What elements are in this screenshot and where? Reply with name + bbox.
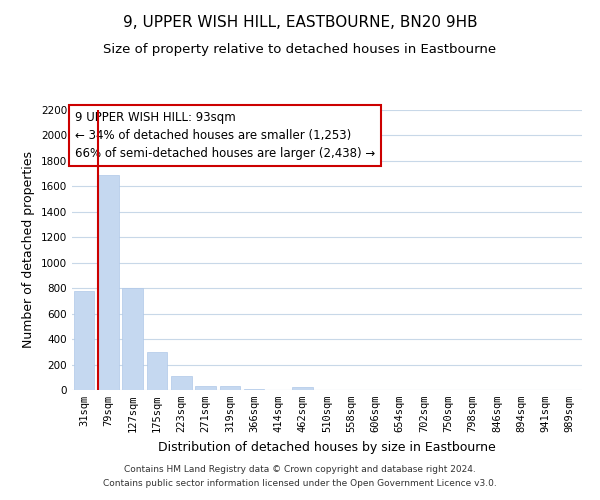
Bar — [292, 387, 313, 390]
Bar — [122, 288, 143, 390]
Text: Contains HM Land Registry data © Crown copyright and database right 2024.
Contai: Contains HM Land Registry data © Crown c… — [103, 466, 497, 487]
Text: 9, UPPER WISH HILL, EASTBOURNE, BN20 9HB: 9, UPPER WISH HILL, EASTBOURNE, BN20 9HB — [122, 15, 478, 30]
Y-axis label: Number of detached properties: Number of detached properties — [22, 152, 35, 348]
X-axis label: Distribution of detached houses by size in Eastbourne: Distribution of detached houses by size … — [158, 440, 496, 454]
Bar — [146, 352, 167, 390]
Bar — [171, 376, 191, 390]
Text: 9 UPPER WISH HILL: 93sqm
← 34% of detached houses are smaller (1,253)
66% of sem: 9 UPPER WISH HILL: 93sqm ← 34% of detach… — [74, 112, 375, 160]
Bar — [220, 386, 240, 390]
Text: Size of property relative to detached houses in Eastbourne: Size of property relative to detached ho… — [103, 42, 497, 56]
Bar — [195, 386, 216, 390]
Bar — [98, 175, 119, 390]
Bar — [74, 292, 94, 390]
